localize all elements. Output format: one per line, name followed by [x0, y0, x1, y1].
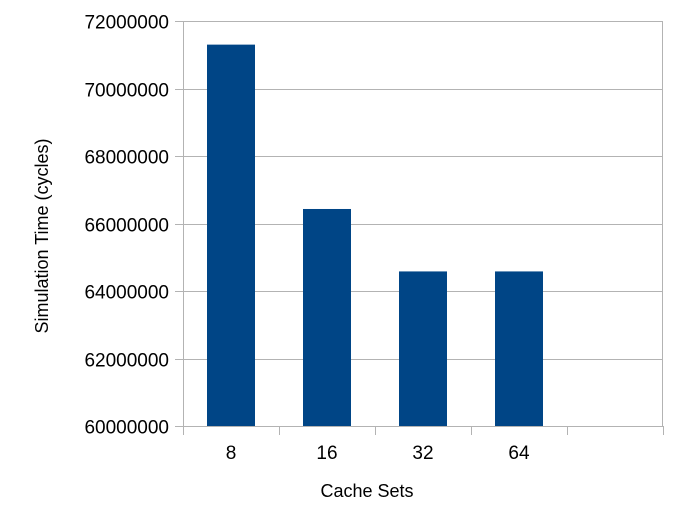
x-tick-labels: 8 16 32 64 [226, 443, 530, 464]
y-tick-labels: 60000000 62000000 64000000 66000000 68000000… [84, 13, 169, 439]
axes [175, 21, 664, 435]
x-axis-label: Cache Sets [320, 481, 413, 501]
y-tick-label: 70000000 [84, 81, 169, 102]
x-tick-label: 8 [226, 443, 237, 464]
y-tick-label: 72000000 [84, 13, 169, 34]
bar [399, 271, 447, 426]
x-tick-label: 64 [508, 443, 530, 464]
bar [495, 271, 543, 426]
y-tick-label: 62000000 [84, 351, 169, 372]
y-tick-label: 68000000 [84, 148, 169, 169]
bars [207, 44, 543, 426]
y-axis-label: Simulation Time (cycles) [32, 138, 52, 333]
bar [207, 44, 255, 426]
y-tick-label: 66000000 [84, 216, 169, 237]
y-tick-label: 64000000 [84, 283, 169, 304]
x-tick-label: 16 [316, 443, 337, 464]
x-tick-label: 32 [412, 443, 433, 464]
bar [303, 208, 351, 426]
y-tick-label: 60000000 [84, 418, 169, 439]
